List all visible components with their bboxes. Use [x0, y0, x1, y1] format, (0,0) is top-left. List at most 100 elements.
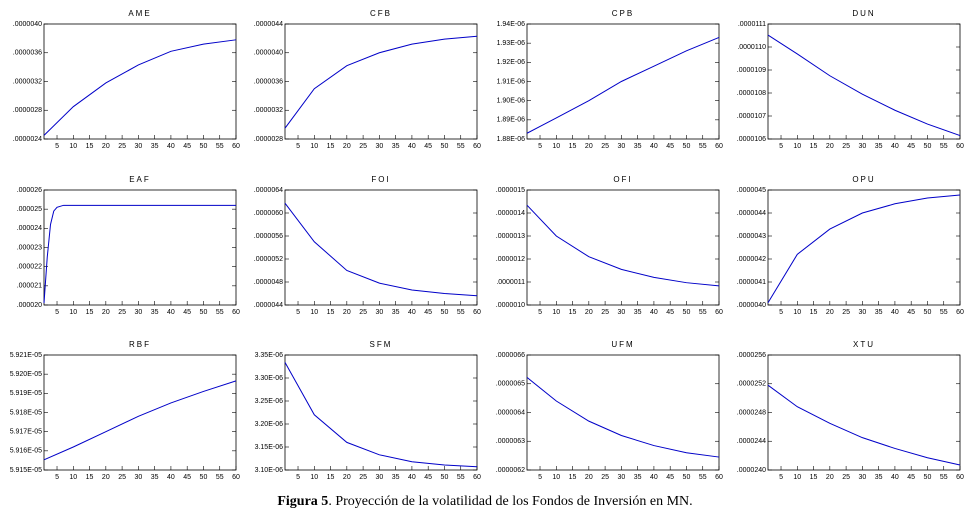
y-tick-label: .0000040: [737, 302, 766, 309]
x-tick-label: 10: [793, 143, 801, 150]
x-tick-label: 30: [134, 474, 142, 481]
plot-frame: [284, 189, 478, 306]
y-tick-label: .000024: [17, 225, 42, 232]
y-tick-label: .0000065: [496, 381, 525, 388]
chart-title: DUN: [852, 9, 875, 18]
x-tick-label: 60: [232, 143, 240, 150]
y-tick-label: 3.20E-06: [255, 421, 284, 428]
plot-frame: [43, 189, 237, 306]
x-tick-label: 55: [940, 143, 948, 150]
y-tick-label: 5.915E-05: [10, 467, 42, 474]
x-tick-label: 45: [666, 143, 674, 150]
x-tick-label: 10: [793, 309, 801, 316]
x-tick-label: 10: [310, 143, 318, 150]
chart-title: RBF: [129, 340, 151, 349]
x-tick-label: 30: [134, 143, 142, 150]
y-tick-label: .0000248: [737, 409, 766, 416]
x-tick-label: 15: [327, 474, 335, 481]
y-tick-label: .0000036: [13, 50, 42, 57]
x-tick-label: 30: [375, 474, 383, 481]
x-tick-label: 50: [924, 143, 932, 150]
y-tick-label: .0000028: [13, 107, 42, 114]
y-tick-label: .000023: [17, 244, 42, 251]
x-tick-label: 15: [569, 143, 577, 150]
y-tick-label: .0000012: [496, 256, 525, 263]
y-tick-label: .0000014: [496, 210, 525, 217]
y-tick-label: .0000024: [13, 136, 42, 143]
x-tick-label: 10: [69, 474, 77, 481]
x-tick-label: 55: [699, 474, 707, 481]
x-tick-label: 60: [956, 474, 964, 481]
x-tick-label: 10: [310, 309, 318, 316]
x-tick-label: 45: [666, 474, 674, 481]
x-tick-label: 55: [457, 143, 465, 150]
x-tick-label: 60: [715, 143, 723, 150]
y-tick-label: .0000036: [254, 78, 283, 85]
x-tick-label: 55: [457, 474, 465, 481]
x-tick-label: 25: [842, 474, 850, 481]
chart-title: AME: [128, 9, 151, 18]
y-tick-label: .0000063: [496, 438, 525, 445]
x-tick-label: 55: [457, 309, 465, 316]
x-tick-label: 10: [552, 474, 560, 481]
x-tick-label: 40: [408, 143, 416, 150]
x-tick-label: 10: [69, 309, 77, 316]
x-tick-label: 10: [793, 474, 801, 481]
y-tick-label: .0000064: [254, 187, 283, 194]
x-tick-label: 5: [296, 474, 300, 481]
y-tick-label: .000020: [17, 302, 42, 309]
x-tick-label: 10: [552, 143, 560, 150]
x-tick-label: 55: [940, 309, 948, 316]
y-tick-label: .0000028: [254, 136, 283, 143]
data-line: [43, 39, 237, 136]
x-tick-label: 30: [617, 143, 625, 150]
x-tick-label: 20: [343, 309, 351, 316]
x-tick-label: 5: [55, 474, 59, 481]
y-tick-label: 3.30E-06: [255, 375, 284, 382]
x-tick-label: 25: [359, 143, 367, 150]
y-tick-label: 5.918E-05: [10, 409, 42, 416]
data-line: [43, 204, 236, 304]
x-tick-label: 30: [375, 309, 383, 316]
y-tick-label: .0000040: [13, 21, 42, 28]
y-tick-label: 1.90E-06: [497, 98, 526, 105]
x-tick-label: 50: [200, 309, 208, 316]
caption-text: . Proyección de la volatilidad de los Fo…: [328, 494, 693, 509]
x-tick-label: 35: [392, 309, 400, 316]
x-tick-label: 30: [617, 309, 625, 316]
y-tick-label: .0000056: [254, 233, 283, 240]
x-tick-label: 25: [842, 143, 850, 150]
x-tick-label: 30: [134, 309, 142, 316]
x-tick-label: 15: [327, 143, 335, 150]
chart-title: UFM: [611, 340, 634, 349]
chart-title: OPU: [852, 175, 875, 184]
y-tick-label: .0000044: [254, 302, 283, 309]
y-tick-label: 5.921E-05: [10, 352, 42, 359]
x-tick-label: 20: [585, 474, 593, 481]
y-tick-label: 1.88E-06: [497, 136, 526, 143]
x-tick-label: 25: [118, 309, 126, 316]
caption-label: Figura 5: [277, 494, 329, 509]
plot-frame: [767, 354, 961, 471]
y-tick-label: 1.92E-06: [497, 59, 526, 66]
y-tick-label: .000026: [17, 187, 42, 194]
data-line: [284, 35, 478, 129]
x-tick-label: 20: [343, 474, 351, 481]
x-tick-label: 40: [167, 309, 175, 316]
chart-title: CPB: [612, 9, 634, 18]
x-tick-label: 60: [473, 474, 481, 481]
y-tick-label: .0000042: [737, 256, 766, 263]
x-tick-label: 45: [183, 309, 191, 316]
y-tick-label: 3.35E-06: [255, 352, 284, 359]
x-tick-label: 40: [891, 143, 899, 150]
x-tick-label: 45: [907, 309, 915, 316]
y-tick-label: .0000045: [737, 187, 766, 194]
x-tick-label: 35: [875, 474, 883, 481]
x-tick-label: 15: [569, 474, 577, 481]
x-tick-label: 30: [858, 309, 866, 316]
y-tick-label: .0000256: [737, 352, 766, 359]
y-tick-label: .0000060: [254, 210, 283, 217]
y-tick-label: .0000010: [496, 302, 525, 309]
plot-frame: [284, 354, 478, 471]
x-tick-label: 20: [585, 143, 593, 150]
